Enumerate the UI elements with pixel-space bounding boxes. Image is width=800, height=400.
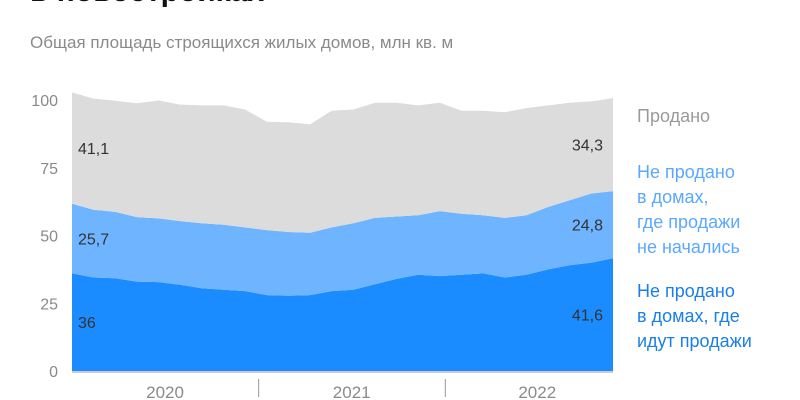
x-tick-label: 2022	[518, 383, 556, 400]
x-tick-label: 2021	[333, 383, 371, 400]
x-tick-label: 2020	[146, 383, 184, 400]
data-label: 25,7	[78, 232, 109, 249]
y-tick-label: 0	[49, 364, 58, 381]
area-series-1	[72, 191, 613, 296]
data-label: 34,3	[572, 138, 603, 155]
y-tick-label: 75	[40, 161, 58, 178]
y-tick-label: 25	[40, 296, 58, 313]
data-label: 41,1	[78, 141, 109, 158]
legend-selling: Не продано в домах, где идут продажи	[637, 281, 752, 351]
data-label: 24,8	[572, 218, 603, 235]
area-series-2	[72, 92, 613, 233]
chart-title: в новостройках	[30, 0, 264, 8]
legend-sold: Продано	[637, 106, 711, 126]
y-tick-label: 100	[31, 93, 58, 110]
y-tick-label: 50	[40, 229, 58, 246]
data-label: 41,6	[572, 308, 603, 325]
chart-subtitle: Общая площадь строящихся жилых домов, мл…	[30, 33, 454, 52]
data-label: 36	[78, 315, 96, 332]
area-series-0	[72, 258, 613, 371]
legend-not-started: Не продано в домах, где продажи не начал…	[637, 162, 741, 257]
